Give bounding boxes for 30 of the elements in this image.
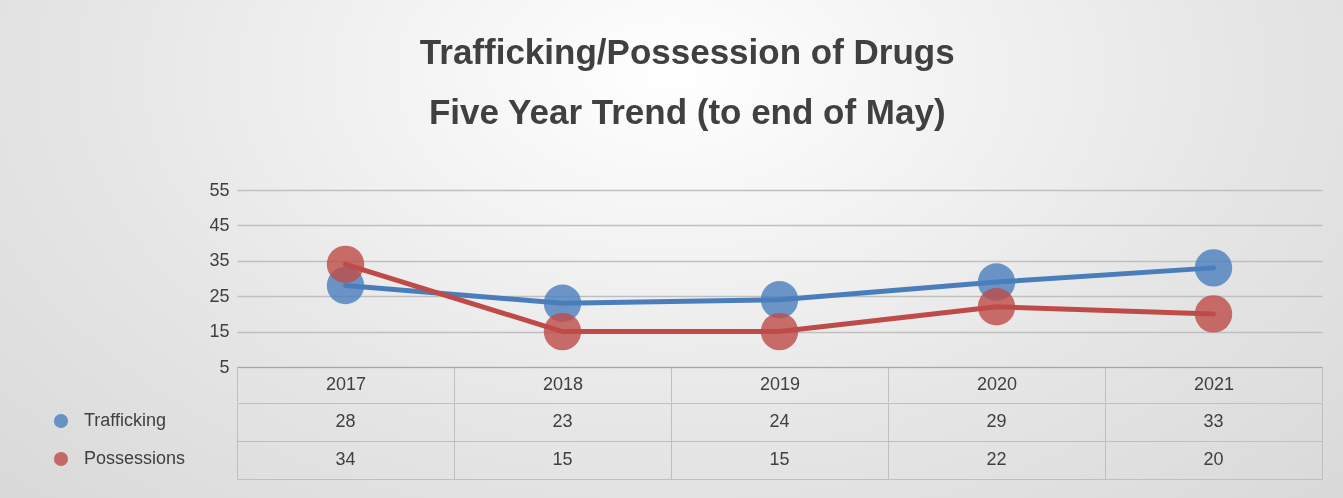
x-tick-label: 2020 xyxy=(976,373,1018,394)
point xyxy=(543,312,582,351)
y-tick-label: 35 xyxy=(209,250,230,271)
data-label: 33 xyxy=(1203,411,1224,431)
point xyxy=(1194,249,1233,287)
point xyxy=(977,288,1016,326)
chart-title: Trafficking/Possession of Drugs Five Year Trend (to end of May) xyxy=(419,32,955,131)
point xyxy=(760,312,799,351)
data-label: 24 xyxy=(769,411,790,431)
legend-label: Possessions xyxy=(84,448,186,468)
x-tick-label: 2021 xyxy=(1193,373,1235,394)
data-label: 29 xyxy=(986,411,1007,431)
point xyxy=(1194,295,1233,333)
x-tick-label: 2017 xyxy=(325,373,367,394)
legend-label: Trafficking xyxy=(84,410,167,430)
data-label: 15 xyxy=(769,449,790,469)
point xyxy=(326,245,365,284)
y-tick-label: 45 xyxy=(209,214,230,235)
y-tick-label: 5 xyxy=(219,356,230,377)
y-tick-label: 55 xyxy=(209,179,230,200)
data-label: 15 xyxy=(552,449,573,469)
y-tick-label: 25 xyxy=(209,285,230,306)
data-label: 22 xyxy=(986,449,1007,469)
y-tick-label: 15 xyxy=(209,321,230,342)
data-label: 23 xyxy=(552,411,573,431)
x-tick-label: 2019 xyxy=(759,373,801,394)
x-tick-label: 2018 xyxy=(542,373,584,394)
data-label: 34 xyxy=(335,449,356,469)
data-label: 20 xyxy=(1203,449,1224,469)
data-label: 28 xyxy=(335,411,356,431)
